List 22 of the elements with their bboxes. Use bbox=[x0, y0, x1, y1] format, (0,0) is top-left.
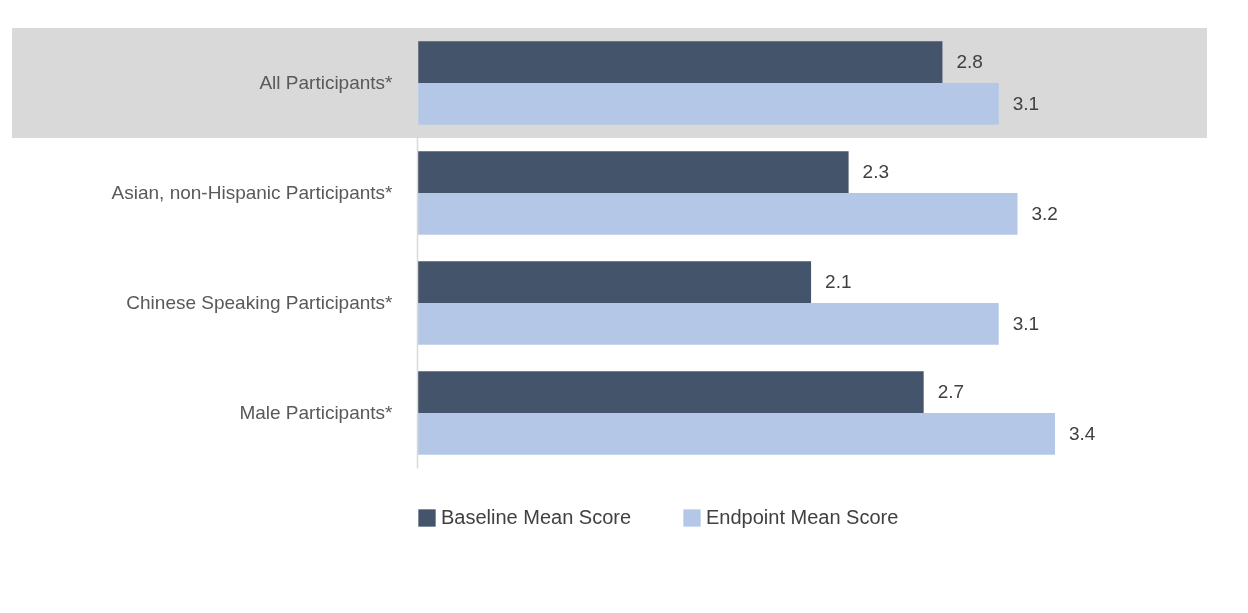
y-tick-label: Chinese Speaking Participants* bbox=[126, 292, 394, 313]
legend-label: Endpoint Mean Score bbox=[706, 506, 899, 528]
data-label: 2.8 bbox=[956, 51, 983, 73]
data-label: 3.1 bbox=[1012, 92, 1040, 114]
bar bbox=[417, 193, 1018, 235]
data-label: 2.7 bbox=[937, 381, 965, 403]
bar bbox=[417, 83, 999, 125]
bar bbox=[417, 413, 1056, 455]
data-label: 3.2 bbox=[1031, 202, 1058, 224]
bar bbox=[417, 371, 924, 413]
bar bbox=[417, 41, 943, 83]
bar bbox=[417, 151, 849, 193]
data-label: 3.1 bbox=[1012, 312, 1040, 334]
data-label: 2.3 bbox=[862, 161, 890, 183]
y-tick-label: Male Participants* bbox=[239, 402, 394, 423]
bar bbox=[417, 303, 999, 345]
bar bbox=[417, 261, 812, 303]
legend-label: Baseline Mean Score bbox=[441, 506, 632, 528]
data-label: 3.4 bbox=[1069, 422, 1096, 444]
y-tick-label: All Participants* bbox=[259, 72, 394, 93]
y-tick-label: Asian, non-Hispanic Participants* bbox=[111, 182, 394, 203]
data-label: 2.1 bbox=[825, 271, 852, 293]
